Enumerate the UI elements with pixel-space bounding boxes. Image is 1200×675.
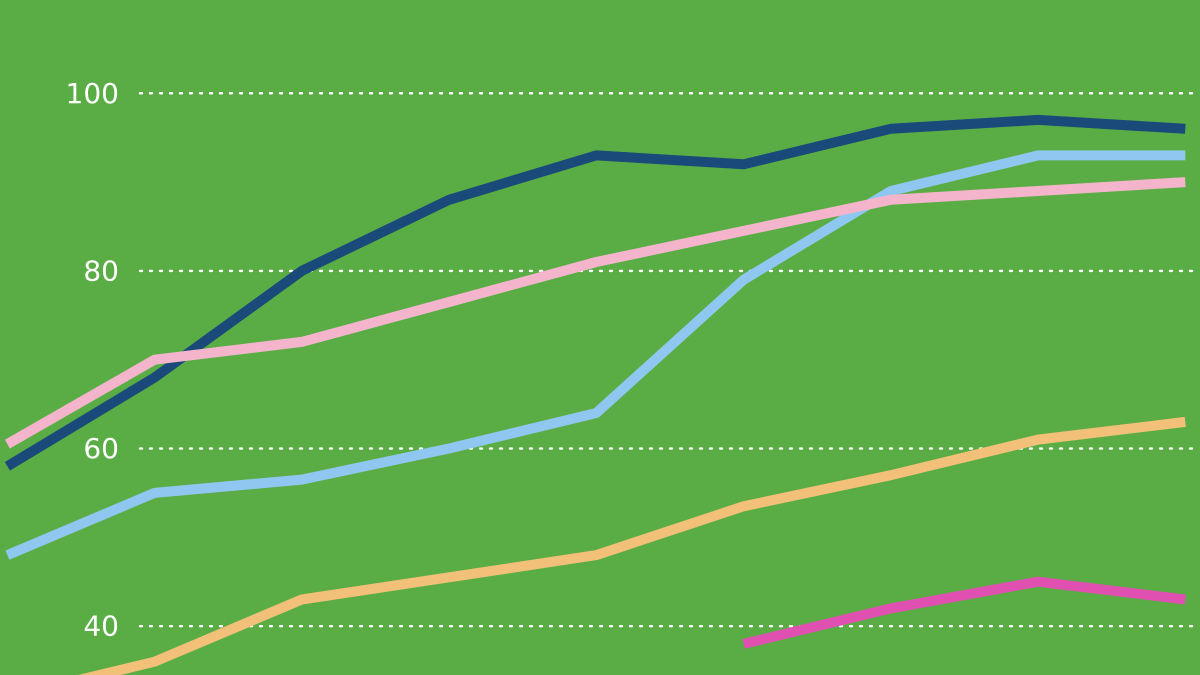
gridlines <box>138 92 1198 628</box>
series-line-5 <box>742 576 1186 649</box>
y-tick-label-100: 100 <box>66 77 119 110</box>
series-line-2 <box>5 150 1186 560</box>
y-tick-label-60: 60 <box>83 432 119 465</box>
series-lines <box>4 114 1186 675</box>
series-line-1 <box>4 114 1186 471</box>
y-axis-tick-labels: 40 60 80 100 <box>66 77 119 643</box>
series-line-3 <box>4 177 1186 449</box>
series-line-4 <box>78 416 1186 675</box>
y-tick-label-40: 40 <box>83 610 119 643</box>
y-tick-label-80: 80 <box>83 254 119 287</box>
